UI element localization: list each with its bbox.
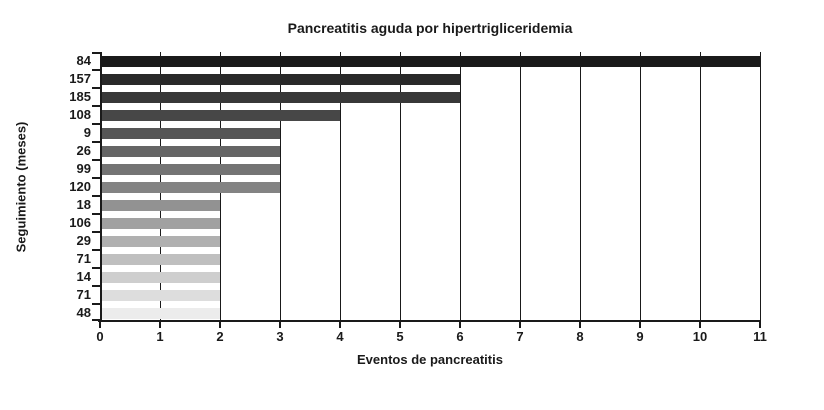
- x-tick-label-11: 11: [753, 329, 767, 344]
- y-axis-tick-5: [92, 141, 100, 143]
- gridline-x7: [519, 52, 521, 322]
- y-category-label-14: 48: [76, 305, 91, 320]
- gridline-x5: [399, 52, 401, 322]
- y-axis-tick-3: [92, 105, 100, 107]
- x-axis-tick-7: [519, 320, 521, 328]
- x-tick-label-5: 5: [396, 329, 404, 344]
- y-axis-tick-14: [92, 303, 100, 305]
- x-tick-label-3: 3: [276, 329, 284, 344]
- bar-8-followup-18: [100, 199, 220, 211]
- bar-6-followup-99: [100, 163, 280, 175]
- y-category-label-9: 106: [69, 215, 91, 230]
- y-axis-tick-6: [92, 159, 100, 161]
- y-axis-tick-1: [92, 69, 100, 71]
- y-category-label-6: 99: [76, 161, 91, 176]
- gridline-x8: [579, 52, 581, 322]
- y-axis-tick-7: [92, 177, 100, 179]
- gridline-x3: [279, 52, 281, 322]
- x-axis-tick-5: [399, 320, 401, 328]
- x-tick-label-8: 8: [576, 329, 584, 344]
- y-category-label-12: 14: [76, 269, 91, 284]
- x-axis-tick-9: [639, 320, 641, 328]
- y-category-label-11: 71: [76, 251, 91, 266]
- gridline-x10: [699, 52, 701, 322]
- y-category-label-5: 26: [76, 143, 91, 158]
- x-axis-title: Eventos de pancreatitis: [357, 352, 503, 367]
- bar-4-followup-9: [100, 127, 280, 139]
- bar-5-followup-26: [100, 145, 280, 157]
- bar-7-followup-120: [100, 181, 280, 193]
- x-tick-label-0: 0: [96, 329, 104, 344]
- bar-14-followup-48: [100, 307, 220, 319]
- x-tick-label-9: 9: [636, 329, 644, 344]
- gridline-x4: [339, 52, 341, 322]
- y-category-label-1: 157: [69, 71, 91, 86]
- y-category-label-7: 120: [69, 179, 91, 194]
- gridline-x9: [639, 52, 641, 322]
- bar-3-followup-108: [100, 109, 340, 121]
- y-category-label-10: 29: [76, 233, 91, 248]
- x-tick-label-2: 2: [216, 329, 224, 344]
- bar-1-followup-157: [100, 73, 460, 85]
- bar-9-followup-106: [100, 217, 220, 229]
- y-axis-tick-15: [92, 319, 100, 321]
- x-axis-tick-11: [759, 320, 761, 328]
- y-axis-tick-13: [92, 285, 100, 287]
- x-tick-label-1: 1: [156, 329, 164, 344]
- bar-0-followup-84: [100, 55, 760, 67]
- x-axis-tick-1: [159, 320, 161, 328]
- plot-area: [92, 52, 761, 328]
- y-category-label-2: 185: [69, 89, 91, 104]
- x-axis-tick-6: [459, 320, 461, 328]
- x-tick-label-6: 6: [456, 329, 464, 344]
- y-axis-tick-4: [92, 123, 100, 125]
- x-axis-line: [98, 320, 761, 322]
- y-axis-tick-8: [92, 195, 100, 197]
- bar-12-followup-14: [100, 271, 220, 283]
- y-axis-tick-12: [92, 267, 100, 269]
- x-axis-tick-4: [339, 320, 341, 328]
- y-axis-line: [100, 52, 102, 322]
- y-axis-tick-0: [92, 52, 100, 54]
- y-category-label-4: 9: [83, 125, 91, 140]
- x-axis-tick-3: [279, 320, 281, 328]
- x-axis-tick-0: [99, 320, 101, 328]
- x-tick-label-7: 7: [516, 329, 524, 344]
- bar-11-followup-71: [100, 253, 220, 265]
- gridline-x6: [459, 52, 461, 322]
- chart-title: Pancreatitis aguda por hipertrigliceride…: [287, 20, 573, 36]
- y-category-label-8: 18: [76, 197, 91, 212]
- x-axis-tick-10: [699, 320, 701, 328]
- y-axis-tick-2: [92, 87, 100, 89]
- y-category-label-3: 108: [69, 107, 91, 122]
- x-axis-tick-2: [219, 320, 221, 328]
- y-category-label-13: 71: [76, 287, 91, 302]
- x-axis-tick-8: [579, 320, 581, 328]
- bar-13-followup-71: [100, 289, 220, 301]
- x-tick-label-4: 4: [336, 329, 344, 344]
- bar-10-followup-29: [100, 235, 220, 247]
- y-axis-tick-9: [92, 213, 100, 215]
- gridline-x11: [759, 52, 761, 322]
- y-axis-tick-10: [92, 231, 100, 233]
- bar-2-followup-185: [100, 91, 460, 103]
- y-category-label-0: 84: [76, 53, 91, 68]
- x-tick-label-10: 10: [692, 329, 708, 344]
- y-axis-tick-11: [92, 249, 100, 251]
